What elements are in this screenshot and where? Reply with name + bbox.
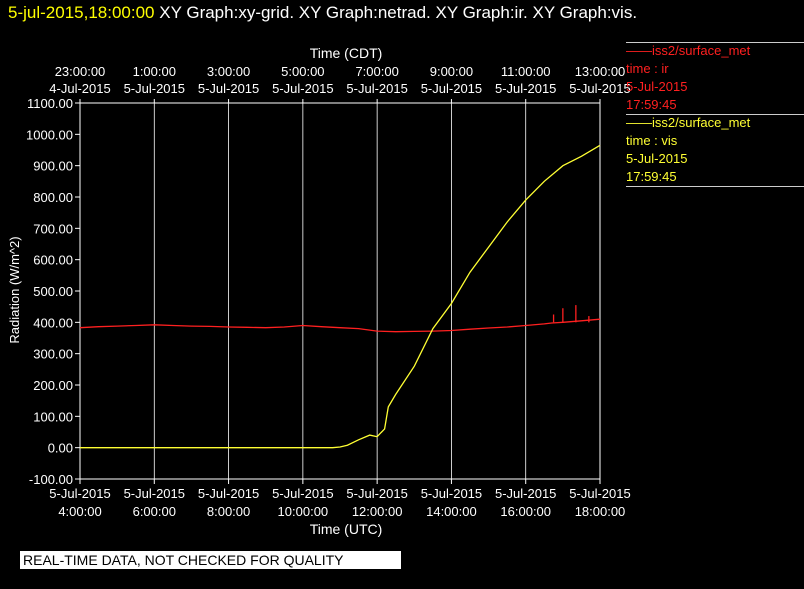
x-tick-label-time: 6:00:00	[133, 504, 176, 519]
y-tick-label: 1000.00	[26, 127, 73, 142]
graph-list: XY Graph:xy-grid. XY Graph:netrad. XY Gr…	[159, 3, 638, 22]
x-tick-label-time: 18:00:00	[575, 504, 626, 519]
legend-ir-time: 17:59:45	[626, 97, 677, 112]
x-top-tick-label-date: 5-Jul-2015	[124, 81, 185, 96]
legend-ir-var: time : ir	[626, 61, 669, 76]
x-top-tick-label-time: 11:00:00	[501, 64, 551, 79]
legend-vis-var: time : vis	[626, 133, 678, 148]
quality-disclaimer: REAL-TIME DATA, NOT CHECKED FOR QUALITY	[20, 551, 401, 569]
x-top-tick-label-time: 1:00:00	[133, 64, 176, 79]
x-axis-top-label: Time (CDT)	[310, 45, 383, 61]
series-line-vis	[80, 144, 601, 449]
y-tick-label: 0.00	[48, 441, 73, 456]
x-axis-top-ticks: 23:00:00 4-Jul-2015 1:00:00 5-Jul-2015 3:00:…	[49, 64, 631, 103]
x-tick-label-time: 4:00:00	[58, 504, 101, 519]
x-tick-label-date: 5-Jul-2015	[124, 486, 185, 501]
legend-vis-date: 5-Jul-2015	[626, 151, 688, 166]
y-tick-label: 700.00	[33, 221, 73, 236]
legend-ir-date: 5-Jul-2015	[626, 79, 688, 94]
x-top-tick-label-time: 5:00:00	[281, 64, 324, 79]
y-tick-label: 500.00	[33, 284, 73, 299]
y-tick-label: 800.00	[33, 190, 73, 205]
timestamp: 5-jul-2015,18:00:00	[8, 3, 155, 22]
series-layer	[79, 144, 601, 449]
x-top-tick-label-date: 5-Jul-2015	[421, 81, 482, 96]
y-tick-label: 100.00	[33, 409, 73, 424]
x-tick-label-date: 5-Jul-2015	[346, 486, 407, 501]
x-tick-label-date: 5-Jul-2015	[272, 486, 333, 501]
y-tick-label: -100.00	[29, 472, 73, 487]
legend-vis-time: 17:59:45	[626, 169, 677, 184]
x-tick-label-time: 16:00:00	[500, 504, 551, 519]
x-tick-label-time: 10:00:00	[278, 504, 329, 519]
x-top-tick-label-date: 5-Jul-2015	[198, 81, 259, 96]
x-tick-label-date: 5-Jul-2015	[495, 486, 556, 501]
x-top-tick-label-time: 3:00:00	[207, 64, 250, 79]
title-bar: 5-jul-2015,18:00:00 XY Graph:xy-grid. XY…	[8, 3, 637, 23]
x-top-tick-label-time: 7:00:00	[355, 64, 398, 79]
x-tick-label-time: 8:00:00	[207, 504, 250, 519]
series-line-ir	[79, 318, 601, 333]
plot-frame	[79, 102, 601, 480]
x-top-tick-label-time: 9:00:00	[430, 64, 473, 79]
x-tick-label-date: 5-Jul-2015	[569, 486, 630, 501]
legend-ir: ——iss2/surface_met time : ir 5-Jul-2015 …	[626, 42, 804, 114]
x-tick-label-date: 5-Jul-2015	[198, 486, 259, 501]
x-axis-bottom-label: Time (UTC)	[310, 521, 383, 537]
y-tick-label: 1100.00	[27, 96, 73, 111]
x-top-tick-label-date: 5-Jul-2015	[346, 81, 407, 96]
y-tick-label: 300.00	[33, 347, 73, 362]
y-tick-label: 400.00	[33, 315, 73, 330]
grid-lines	[153, 103, 527, 479]
x-top-tick-label-time: 23:00:00	[55, 64, 106, 79]
legend-vis-name: ——iss2/surface_met	[626, 115, 751, 130]
y-axis-ticks: 1100.00 1000.00 900.00 800.00 700.00 600.00 50…	[26, 96, 80, 487]
y-tick-label: 600.00	[33, 253, 73, 268]
x-top-tick-label-date: 4-Jul-2015	[49, 81, 110, 96]
x-tick-label-time: 14:00:00	[426, 504, 477, 519]
y-tick-label: 200.00	[33, 378, 73, 393]
x-top-tick-label-time: 13:00:00	[575, 64, 626, 79]
x-axis-bottom-ticks: 5-Jul-2015 4:00:00 5-Jul-2015 6:00:00 5-Jul-…	[49, 479, 631, 519]
legend-ir-name: ——iss2/surface_met	[626, 43, 751, 58]
x-tick-label-date: 5-Jul-2015	[421, 486, 482, 501]
x-top-tick-label-date: 5-Jul-2015	[272, 81, 333, 96]
x-top-tick-label-date: 5-Jul-2015	[569, 81, 630, 96]
legend-vis: ——iss2/surface_met time : vis 5-Jul-2015…	[626, 114, 804, 187]
x-top-tick-label-date: 5-Jul-2015	[495, 81, 556, 96]
x-tick-label-date: 5-Jul-2015	[49, 486, 110, 501]
x-tick-label-time: 12:00:00	[352, 504, 403, 519]
y-tick-label: 900.00	[33, 159, 73, 174]
y-axis-label: Radiation (W/m^2)	[7, 236, 22, 343]
